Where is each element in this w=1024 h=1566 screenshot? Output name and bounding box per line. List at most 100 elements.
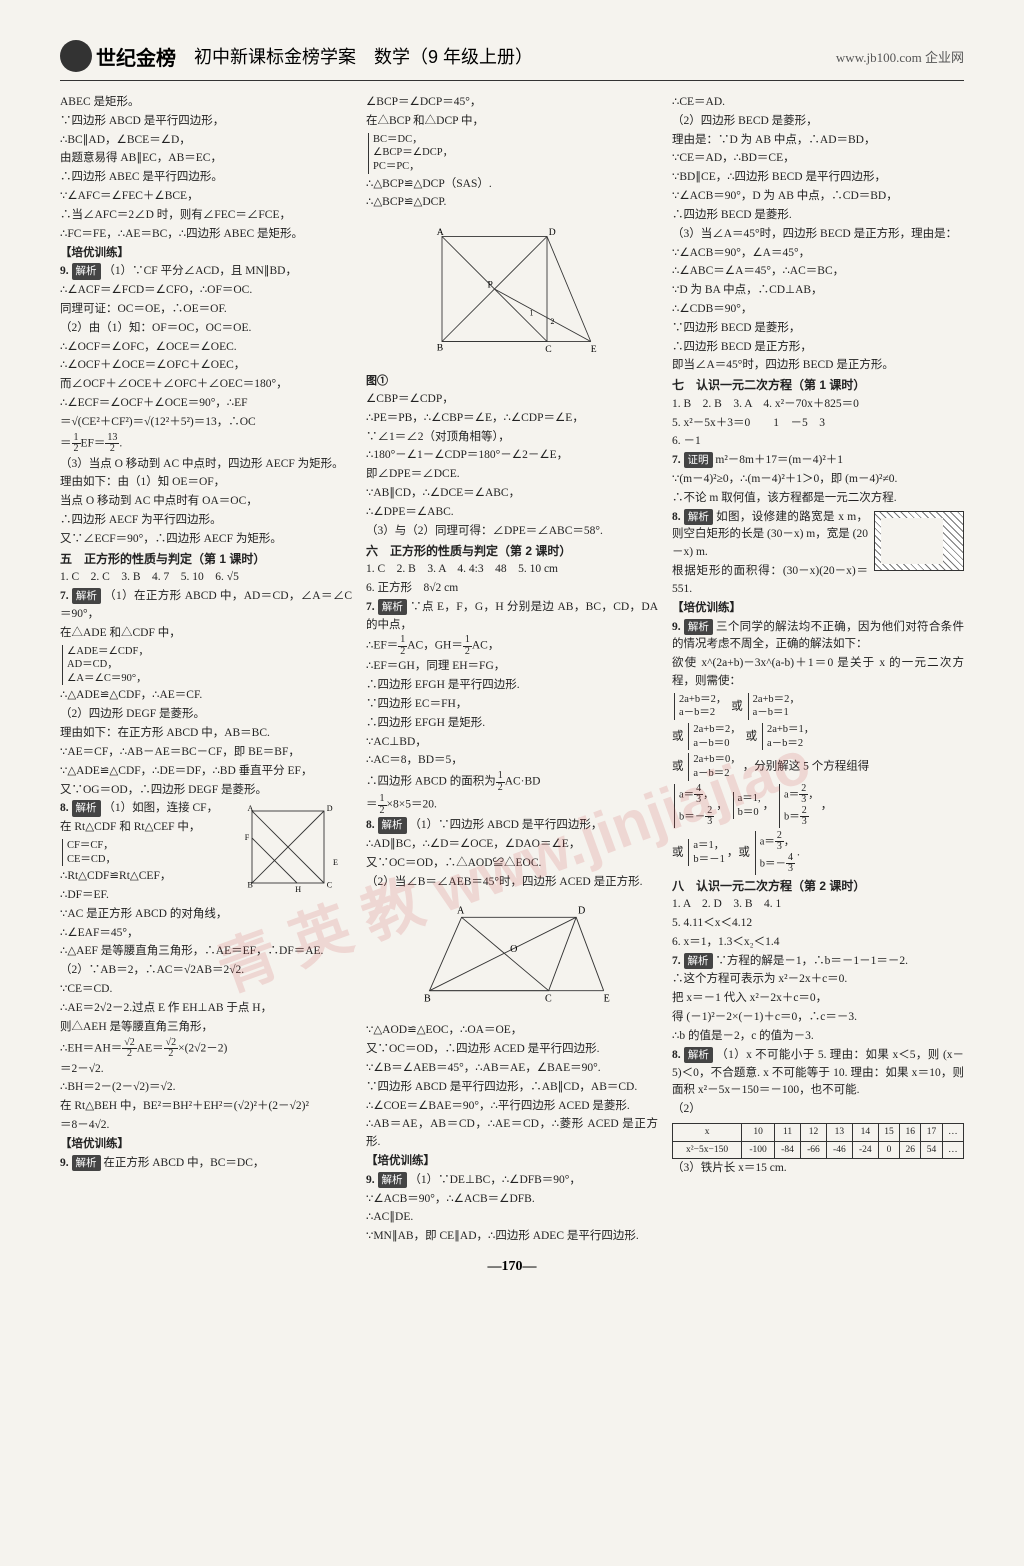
text-line: ∵∠AFC＝∠FEC＋∠BCE， xyxy=(60,188,352,206)
q-num: 9. xyxy=(60,265,69,277)
q-num: 7. xyxy=(60,590,69,602)
svg-text:B: B xyxy=(248,881,253,890)
q-num: 8. xyxy=(672,511,681,523)
table-cell: x xyxy=(673,1123,742,1141)
logo-icon xyxy=(60,40,92,72)
text-line: ∴AE＝2√2－2.过点 E 作 EH⊥AB 于点 H， xyxy=(60,1000,352,1018)
table-cell: 16 xyxy=(900,1123,921,1141)
column-3: ∴CE＝AD. （2）四边形 BECD 是菱形， 理由是：∵D 为 AB 中点，… xyxy=(672,93,964,1247)
text-line: 而∠OCF＋∠OCE＋∠OFC＋∠OEC＝180°， xyxy=(60,376,352,394)
q-num: 9. xyxy=(60,1157,72,1169)
analysis-badge: 解析 xyxy=(684,509,713,525)
question-9: 9. 解析 （1）∵CF 平分∠ACD，且 MN∥BD， xyxy=(60,263,352,281)
text-line: ∵∠B＝∠AEB＝45°，∴AB＝AE，∠BAE＝90°. xyxy=(366,1060,658,1078)
table-cell: 26 xyxy=(900,1141,921,1159)
table-cell: x²−5x−150 xyxy=(673,1141,742,1159)
q-num: 7. xyxy=(366,601,375,613)
text-line: 把 x＝－1 代入 x²－2x＋c＝0， xyxy=(672,990,964,1008)
analysis-badge: 解析 xyxy=(378,599,407,615)
text-line: 又∵OC＝OD，∴△AOD≌△EOC. xyxy=(366,855,658,873)
text-line: 由题意易得 AB∥EC，AB＝EC， xyxy=(60,150,352,168)
text-line: ∴BH＝2－(2－√2)＝√2. xyxy=(60,1079,352,1097)
text-line: ∴∠ACF＝∠FCD＝∠CFO，∴OF＝OC. xyxy=(60,282,352,300)
diagram-square-small: A D B C F H E xyxy=(242,802,352,892)
text-line: 理由是：∵D 为 AB 中点，∴AD＝BD， xyxy=(672,132,964,150)
text-line: ∵△AOD≌△EOC，∴OA＝OE， xyxy=(366,1022,658,1040)
text-line: 同理可证：OC＝OE，∴OE＝OF. xyxy=(60,301,352,319)
or-text: 或 xyxy=(738,846,750,858)
section-8-ans3: 6. x＝1，1.3＜x₂＜1.4 xyxy=(672,934,964,952)
svg-text:E: E xyxy=(604,993,610,1004)
text-line: ∵∠ACB＝90°，∠A＝45°， xyxy=(672,245,964,263)
svg-text:C: C xyxy=(327,881,332,890)
q-num: 8. xyxy=(672,1049,681,1061)
solution-row: a＝43，b＝－23， a＝1,b＝0， a＝23，b＝23， xyxy=(672,783,964,829)
training-label: 【培优训练】 xyxy=(672,600,964,618)
text-line: ∴四边形 EFGH 是平行四边形. xyxy=(366,677,658,695)
question-7b: 7. 解析 ∵方程的解是－1，∴b＝－1－1＝－2. xyxy=(672,953,964,971)
text-line: （3）铁片长 x＝15 cm. xyxy=(672,1160,964,1178)
cases-row: 或 2a+b＝2，a－b＝0 或 2a+b＝1，a－b＝2 xyxy=(672,722,964,751)
text-line: 在△ADE 和△CDF 中， xyxy=(60,625,352,643)
table-cell: -24 xyxy=(852,1141,878,1159)
table-cell: … xyxy=(942,1123,963,1141)
text-line: ∴△AEF 是等腰直角三角形，∴AE＝EF，∴DF＝AE. xyxy=(60,943,352,961)
text-line: （2）四边形 DEGF 是菱形。 xyxy=(60,706,352,724)
q-num: 9. xyxy=(672,621,681,633)
question-7: 7. 解析 （1）在正方形 ABCD 中，AD＝CD，∠A＝∠C＝90°， xyxy=(60,588,352,624)
text-line: ∴△BCP≌△DCP. xyxy=(366,194,658,212)
text-line: ∴四边形 ABEC 是平行四边形。 xyxy=(60,169,352,187)
svg-text:E: E xyxy=(591,344,597,355)
text-line: ∴BC∥AD，∠BCE＝∠D， xyxy=(60,132,352,150)
text: 三个同学的解法均不正确，因为他们对符合条件的情况考虑不周全，正确的解法如下： xyxy=(672,621,964,651)
solution-row: 或 a＝1，b＝－1，或 a＝23，b＝－43. xyxy=(672,830,964,876)
table-cell: 17 xyxy=(921,1123,942,1141)
column-1: ABEC 是矩形。 ∵四边形 ABCD 是平行四边形， ∴BC∥AD，∠BCE＝… xyxy=(60,93,352,1247)
diagram-label: 图① xyxy=(366,373,658,390)
q-num: 7. xyxy=(672,454,681,466)
question-9b: 9. 解析 在正方形 ABCD 中，BC＝DC， xyxy=(60,1155,352,1173)
text-line: ∴△BCP≌△DCP（SAS）. xyxy=(366,176,658,194)
logo-text: 世纪金榜 xyxy=(96,42,176,71)
text-line: 即∠DPE＝∠DCE. xyxy=(366,466,658,484)
text-line: 理由如下：由（1）知 OE＝OF， xyxy=(60,474,352,492)
table-cell: 13 xyxy=(826,1123,852,1141)
cases-block: BC＝DC，∠BCP＝∠DCP，PC＝PC， xyxy=(366,132,658,175)
text: （1）∵CF 平分∠ACD，且 MN∥BD， xyxy=(103,265,297,277)
text-line: （2）四边形 BECD 是菱形， xyxy=(672,113,964,131)
table-cell: 14 xyxy=(852,1123,878,1141)
page-number: —170— xyxy=(60,1259,964,1275)
training-label: 【培优训练】 xyxy=(60,1136,352,1154)
section-7-title: 七 认识一元二次方程（第 1 课时） xyxy=(672,376,964,395)
table-cell: -84 xyxy=(775,1141,801,1159)
text-line: 在 Rt△BEH 中，BE²＝BH²＋EH²＝(√2)²＋(2－√2)² xyxy=(60,1098,352,1116)
text-line: ∴∠OCF＋∠OCE＝∠OFC＋∠OEC， xyxy=(60,357,352,375)
q-num: 7. xyxy=(672,955,681,967)
table-cell: -100 xyxy=(742,1141,775,1159)
analysis-badge: 解析 xyxy=(684,619,713,635)
q-num: 9. xyxy=(366,1174,375,1186)
text-line: ∴四边形 BECD 是正方形， xyxy=(672,339,964,357)
text-line: ∠CBP＝∠CDP， xyxy=(366,391,658,409)
table-cell: 15 xyxy=(878,1123,899,1141)
question-7: 7. 证明 m²－8m＋17＝(m－4)²＋1 xyxy=(672,452,964,470)
page-header: 世纪金榜 初中新课标金榜学案 数学（9 年级上册） www.jb100.com … xyxy=(60,40,964,81)
svg-text:A: A xyxy=(457,905,465,916)
text-line: ∴∠OCF＝∠OFC，∠OCE＝∠OEC. xyxy=(60,339,352,357)
svg-text:1: 1 xyxy=(530,308,534,317)
analysis-badge: 解析 xyxy=(72,588,101,604)
question-9: 9. 解析 （1）∵DE⊥BC，∴∠DFB＝90°， xyxy=(366,1172,658,1190)
or-text: 或 xyxy=(746,730,758,742)
text-line: ＝√(CE²＋CF²)＝√(12²＋5²)＝13，∴OC xyxy=(60,414,352,432)
text-line: ABEC 是矩形。 xyxy=(60,94,352,112)
text-line: ∴FC＝FE，∴AE＝BC，∴四边形 ABEC 是矩形。 xyxy=(60,226,352,244)
section-6-title: 六 正方形的性质与判定（第 2 课时） xyxy=(366,542,658,561)
svg-text:A: A xyxy=(248,804,254,813)
text: ∵方程的解是－1，∴b＝－1－1＝－2. xyxy=(715,955,908,967)
or-text: 或 xyxy=(731,700,743,712)
text-line: ∵AE＝CF，∴AB－AE＝BC－CF，即 BE＝BF， xyxy=(60,744,352,762)
text-line: ∵∠ACB＝90°，∴∠ACB＝∠DFB. xyxy=(366,1191,658,1209)
or-text: 或 xyxy=(672,730,684,742)
text-line: ∵AC 是正方形 ABCD 的对角线， xyxy=(60,906,352,924)
table-cell: … xyxy=(942,1141,963,1159)
